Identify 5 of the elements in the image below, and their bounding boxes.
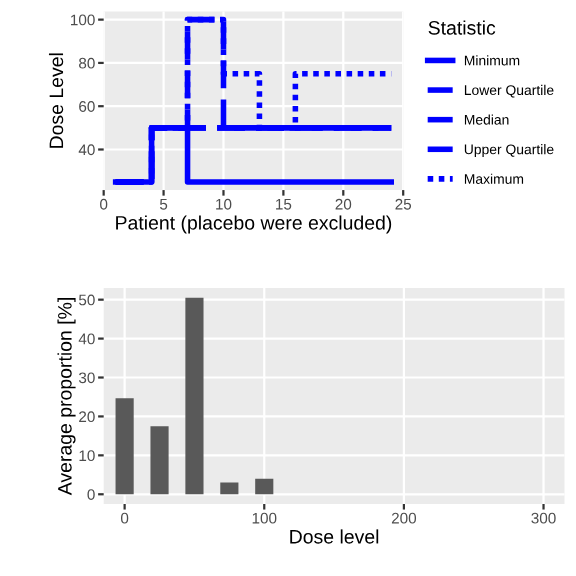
legend-title: Statistic [428,20,496,35]
y-axis-title: Dose Level [48,53,64,148]
x-axis-title: Dose level [290,529,379,544]
y-axis-title: Average proportion [%] [57,298,76,496]
x-axis-title: Patient (placebo were excluded) [116,215,392,234]
